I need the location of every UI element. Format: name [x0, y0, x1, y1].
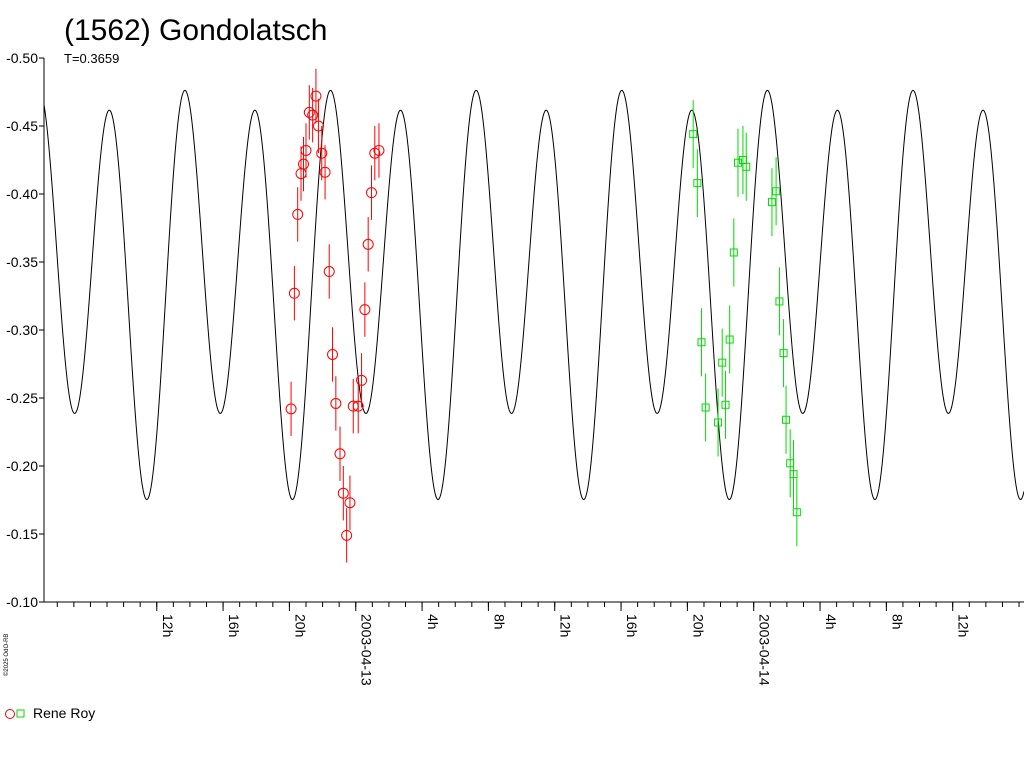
x-tick-label: 12h [956, 614, 972, 637]
data-point [689, 130, 698, 139]
chart-subtitle: T=0.3659 [64, 51, 119, 66]
x-tick-label: 2003-04-14 [757, 614, 773, 686]
data-point [714, 418, 723, 427]
data-point [729, 248, 738, 257]
x-tick-label: 8h [491, 614, 507, 630]
data-point [356, 374, 368, 386]
data-point [337, 487, 349, 499]
data-point [718, 358, 727, 367]
data-point [362, 238, 374, 250]
data-point [300, 144, 312, 156]
x-tick-label: 2003-04-13 [359, 614, 375, 686]
legend-label: Rene Roy [33, 705, 95, 721]
data-point [288, 287, 300, 299]
y-tick-label: -0.20 [6, 458, 38, 474]
data-point [782, 415, 791, 424]
y-tick-label: -0.15 [6, 526, 38, 542]
y-tick-label: -0.50 [6, 50, 38, 66]
data-point [310, 90, 322, 102]
data-point [767, 198, 776, 207]
x-tick-label: 8h [889, 614, 905, 630]
data-point [365, 187, 377, 199]
data-point [772, 187, 781, 196]
y-tick-label: -0.10 [6, 594, 38, 610]
x-tick-label: 16h [624, 614, 640, 637]
data-point [334, 448, 346, 460]
x-tick-label: 4h [823, 614, 839, 630]
legend: Rene Roy [5, 705, 95, 721]
data-point [373, 144, 385, 156]
data-point [298, 158, 310, 170]
data-point [316, 147, 328, 159]
data-point [775, 297, 784, 306]
side-label: ©2025 OdO-RB [3, 634, 10, 676]
data-point [359, 304, 371, 316]
data-point [312, 120, 324, 132]
data-series [285, 68, 801, 563]
data-point [327, 348, 339, 360]
data-point [697, 338, 706, 347]
data-point [303, 106, 315, 118]
x-tick-label: 20h [690, 614, 706, 637]
data-point [779, 349, 788, 358]
y-tick-label: -0.30 [6, 322, 38, 338]
x-tick-label: 16h [226, 614, 242, 637]
chart-title: (1562) Gondolatsch [64, 14, 328, 47]
data-point [721, 400, 730, 409]
plot-area: -0.50 -0.45 -0.40 -0.35 -0.30 -0.25 -0.20 -0.15… [6, 50, 1024, 686]
data-point [352, 400, 364, 412]
data-point [323, 266, 335, 278]
legend-square-marker [16, 709, 25, 718]
data-point [330, 397, 342, 409]
y-tick-label: -0.45 [6, 118, 38, 134]
x-tick-label: 12h [558, 614, 574, 637]
data-point [789, 470, 798, 479]
x-tick-label: 4h [425, 614, 441, 630]
series-circle [285, 68, 385, 563]
data-point [725, 335, 734, 344]
data-point [307, 109, 319, 121]
data-point [733, 158, 742, 167]
model-curve [43, 89, 1024, 501]
legend-circle-marker [5, 709, 15, 719]
series-square [689, 100, 801, 547]
y-tick-label: -0.25 [6, 390, 38, 406]
data-point [792, 508, 801, 517]
y-tick-label: -0.35 [6, 254, 38, 270]
x-tick-label: 12h [160, 614, 176, 637]
y-tick-label: -0.40 [6, 186, 38, 202]
data-point [344, 497, 356, 509]
x-tick-label: 20h [292, 614, 308, 637]
data-point [701, 403, 710, 412]
data-point [693, 179, 702, 188]
y-ticks: -0.50 -0.45 -0.40 -0.35 -0.30 -0.25 -0.20 -0.15… [6, 50, 44, 610]
data-point [285, 403, 297, 415]
data-point [341, 529, 353, 541]
data-point [319, 166, 331, 178]
x-ticks: 12h 16h 20h 2003-04-13 4h 8h 12h 16h 20h 2003-04-… [56, 602, 1020, 686]
data-point [742, 162, 751, 171]
data-point [292, 208, 304, 220]
